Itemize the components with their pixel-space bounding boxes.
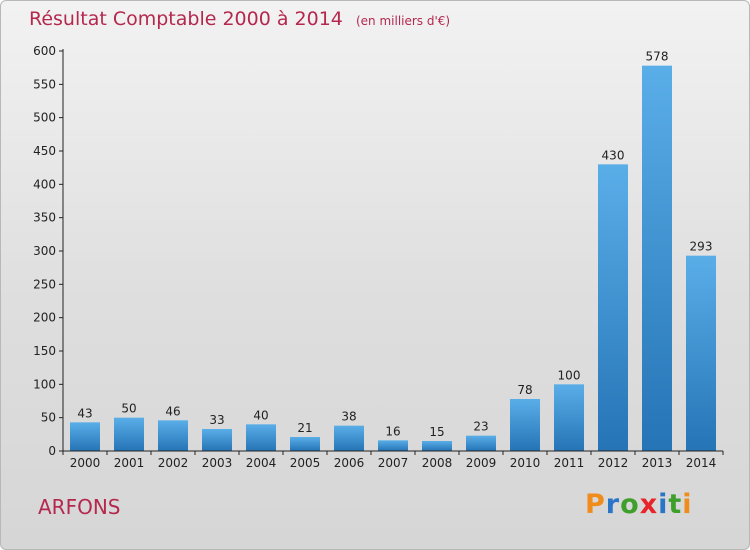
x-tick-label: 2010	[510, 456, 541, 470]
commune-name: ARFONS	[38, 495, 121, 519]
bar	[554, 384, 584, 451]
logo-letter: i	[658, 489, 669, 520]
x-tick-label: 2001	[114, 456, 145, 470]
y-tick-label: 250	[33, 277, 56, 291]
y-tick-label: 150	[33, 344, 56, 358]
bar	[642, 65, 672, 452]
x-tick-label: 2014	[686, 456, 717, 470]
data-label: 33	[209, 413, 224, 427]
x-tick-label: 2011	[554, 456, 585, 470]
chart-title: Résultat Comptable 2000 à 2014 (en milli…	[29, 8, 450, 30]
data-label: 46	[165, 404, 180, 418]
y-tick-label: 500	[33, 111, 56, 125]
bar	[334, 425, 364, 451]
logo-letter: t	[668, 489, 683, 520]
bar	[70, 422, 100, 451]
bar	[114, 417, 144, 451]
data-label: 100	[558, 368, 581, 382]
bar	[378, 440, 408, 451]
logo-letter: o	[620, 489, 640, 520]
proxiti-logo: Proxiti	[585, 489, 693, 520]
bar	[202, 429, 232, 451]
data-label: 578	[646, 50, 669, 64]
x-tick-label: 2012	[598, 456, 629, 470]
unit-text: (en milliers d'€)	[355, 14, 451, 28]
y-tick-label: 300	[33, 244, 56, 258]
y-tick-label: 450	[33, 144, 56, 158]
data-label: 43	[77, 406, 92, 420]
data-label: 23	[473, 420, 488, 434]
x-tick-label: 2005	[290, 456, 321, 470]
data-label: 21	[297, 421, 312, 435]
bar	[686, 255, 716, 451]
logo-letter: x	[639, 489, 659, 520]
y-tick-label: 350	[33, 211, 56, 225]
x-tick-label: 2013	[642, 456, 673, 470]
x-tick-label: 2000	[70, 456, 101, 470]
x-tick-label: 2008	[422, 456, 453, 470]
bar	[422, 441, 452, 451]
bars-group: 43 50 46 33 40 21 38 16 15 23 78 100 430 578 293	[70, 50, 716, 452]
y-tick-label: 550	[33, 77, 56, 91]
logo-letter: i	[682, 489, 693, 520]
data-label: 50	[121, 402, 136, 416]
data-label: 78	[517, 383, 532, 397]
y-tick-label: 0	[48, 444, 56, 458]
axes-group: 0501001502002503003504004505005506002000…	[33, 44, 724, 470]
title-text: Résultat Comptable 2000 à 2014	[29, 8, 343, 30]
data-label: 430	[602, 148, 625, 162]
x-tick-label: 2003	[202, 456, 233, 470]
bar	[510, 399, 540, 451]
y-tick-label: 400	[33, 177, 56, 191]
y-tick-label: 200	[33, 311, 56, 325]
bar	[466, 435, 496, 451]
bar	[290, 437, 320, 451]
x-tick-label: 2007	[378, 456, 409, 470]
x-tick-label: 2004	[246, 456, 277, 470]
y-tick-label: 100	[33, 377, 56, 391]
data-label: 15	[429, 425, 444, 439]
data-label: 40	[253, 408, 268, 422]
data-label: 293	[690, 240, 713, 254]
x-tick-label: 2002	[158, 456, 189, 470]
bar	[598, 164, 628, 452]
y-tick-label: 50	[41, 411, 56, 425]
bar	[246, 424, 276, 451]
logo-letter: P	[585, 489, 606, 520]
data-label: 38	[341, 410, 356, 424]
data-label: 16	[385, 424, 400, 438]
bar	[158, 420, 188, 451]
x-tick-label: 2009	[466, 456, 497, 470]
y-tick-label: 600	[33, 44, 56, 58]
x-tick-label: 2006	[334, 456, 365, 470]
logo-letter: r	[605, 489, 621, 520]
